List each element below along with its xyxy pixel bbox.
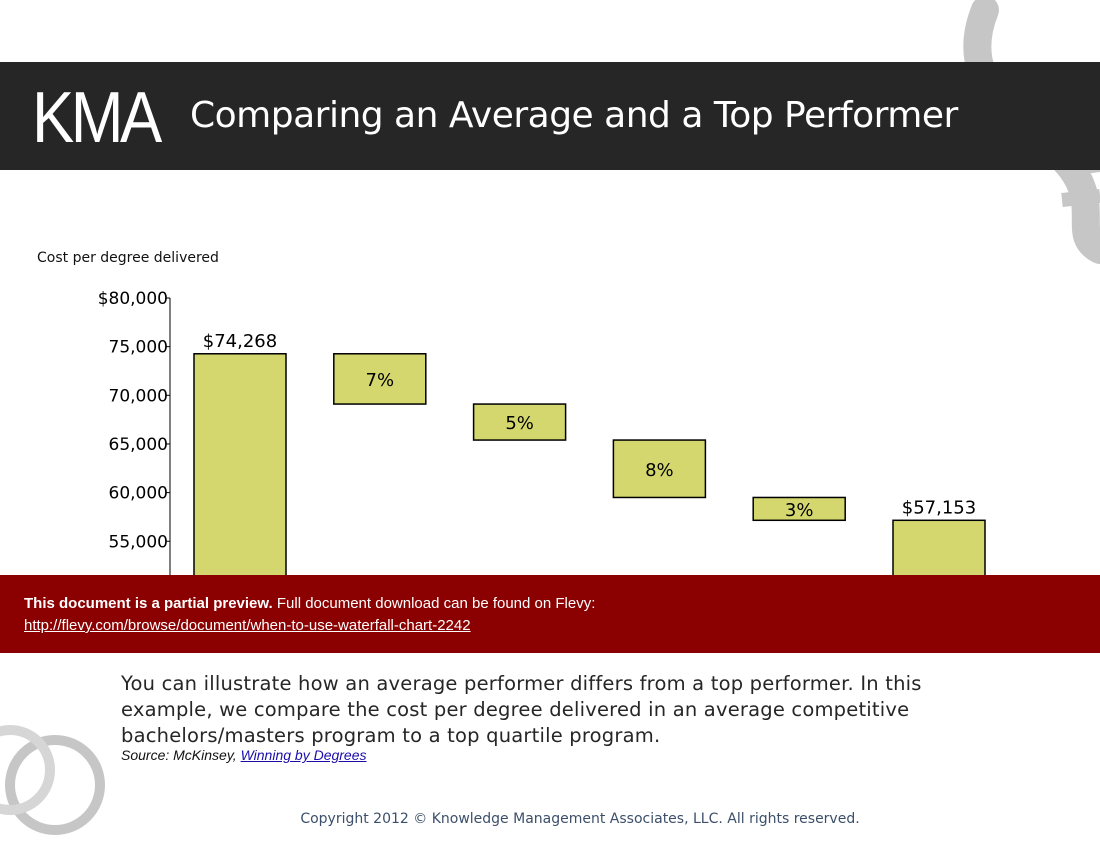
- step-bar: [333, 353, 427, 405]
- source-prefix: Source: McKinsey,: [121, 747, 237, 763]
- y-tick-label: 65,000: [109, 435, 168, 455]
- step-bar: [472, 403, 567, 441]
- source-line: Source: McKinsey, Winning by Degrees: [121, 747, 367, 763]
- y-axis-label: Cost per degree delivered: [37, 250, 219, 266]
- waterfall-chart: Cost per degree delivered $80,000 75,000 7…: [37, 250, 986, 580]
- step-bar: [752, 496, 846, 522]
- header-bar: KMA Comparing an Average and a Top Perfo…: [0, 62, 1100, 170]
- banner-text: Full document download can be found on F…: [276, 595, 596, 612]
- bar-value-label: 3%: [785, 500, 814, 521]
- total-bar: [193, 353, 287, 580]
- copyright-footer: Copyright 2012 © Knowledge Management As…: [300, 811, 860, 827]
- bars-group: [193, 353, 986, 580]
- kma-logo: KMA: [32, 78, 162, 158]
- bar-value-label: $57,153: [902, 497, 976, 518]
- bar-labels-group: $74,268 7% 5% 8% 3% $57,153: [203, 331, 976, 521]
- y-tick-label: $80,000: [98, 289, 168, 309]
- y-tick-label: 60,000: [109, 484, 168, 504]
- step-bar: [612, 439, 707, 499]
- page-title: Comparing an Average and a Top Performer: [190, 95, 958, 136]
- preview-banner: This document is a partial preview. Full…: [0, 575, 1100, 653]
- y-tick-label: 75,000: [109, 338, 168, 358]
- y-tick-label: 70,000: [109, 386, 168, 406]
- bar-value-label: $74,268: [203, 331, 277, 352]
- y-tick-label: 55,000: [109, 532, 168, 552]
- caption-text: You can illustrate how an average perfor…: [121, 672, 922, 747]
- bar-value-label: 7%: [366, 370, 395, 391]
- total-bar: [892, 519, 986, 580]
- flevy-download-link[interactable]: http://flevy.com/browse/document/when-to…: [24, 617, 471, 634]
- source-link[interactable]: Winning by Degrees: [240, 747, 367, 763]
- bar-value-label: 8%: [645, 460, 674, 481]
- banner-strong-text: This document is a partial preview.: [24, 595, 273, 612]
- bar-value-label: 5%: [505, 413, 534, 434]
- y-axis: $80,000 75,000 70,000 65,000 60,000 55,000: [98, 289, 171, 580]
